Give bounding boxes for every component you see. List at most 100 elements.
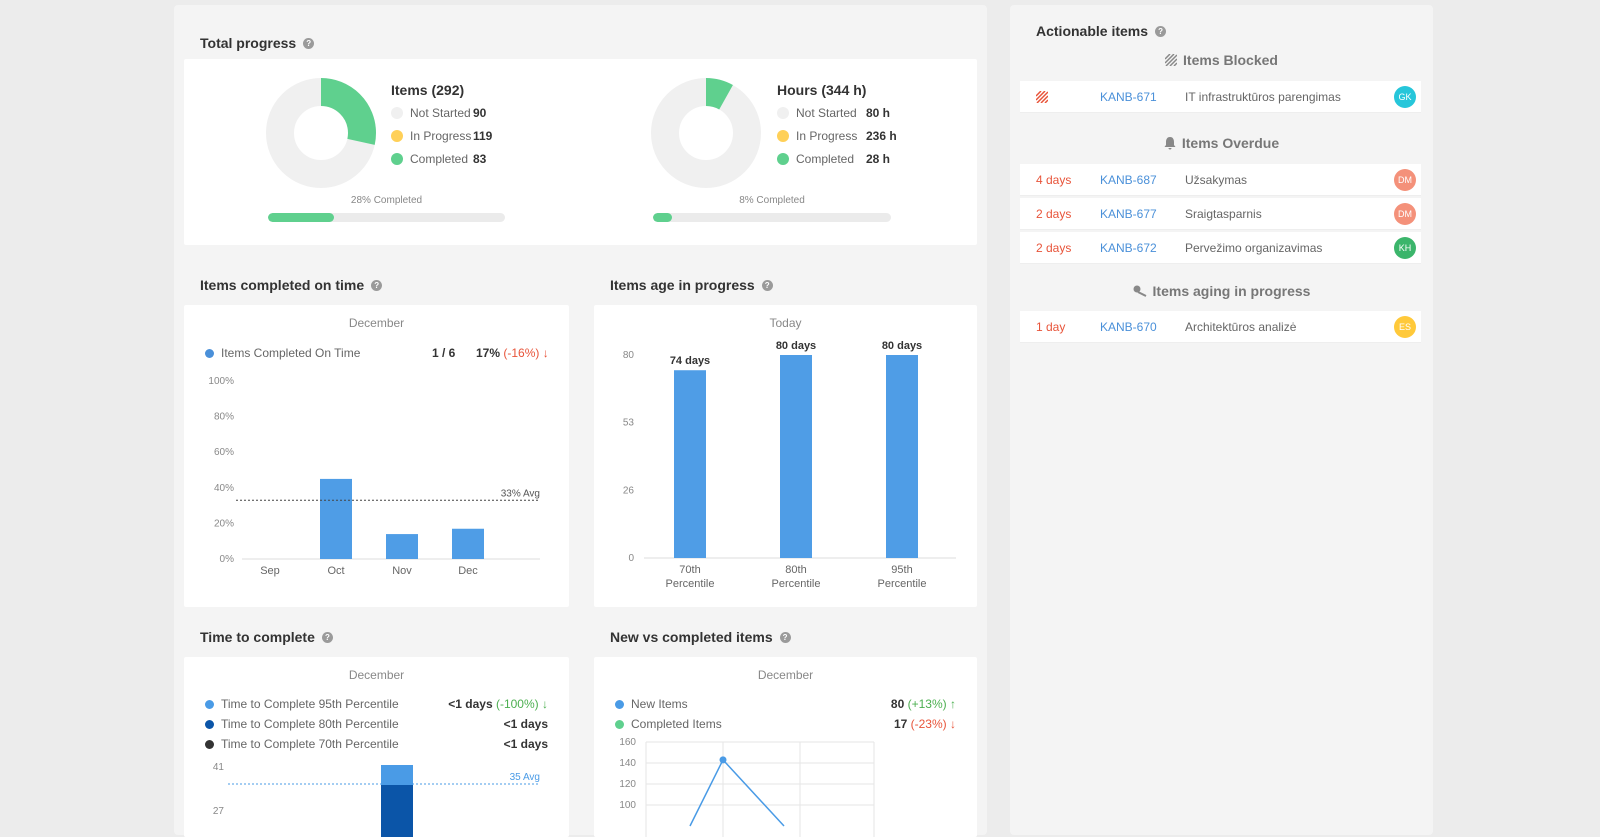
y-tick-label: 160 [619,737,636,748]
y-tick-label: 140 [619,758,636,769]
nvc-legend-new: New Items [615,697,688,711]
avatar[interactable]: DM [1394,202,1416,225]
legend-delta: (-23%) [910,717,947,731]
on-time-pct: 17% [476,346,501,360]
overdue-row[interactable]: 4 days KANB-687 Užsakymas DM [1020,164,1421,196]
legend-value: 119 [473,129,493,143]
blocked-icon [1165,54,1178,66]
actionable-panel: Actionable items ? Items Blocked KANB-67… [1010,5,1433,835]
y-tick-label: 100 [619,800,636,811]
series-dot [205,739,214,749]
aging-row[interactable]: 1 day KANB-670 Architektūros analizė ES [1020,311,1421,343]
completed-dot [391,153,403,165]
ttc-value-95: <1 days (-100%) ↓ [448,697,548,711]
bar [886,355,918,558]
x-tick-label: Percentile [772,578,821,590]
items-completed-label: 28% Completed [350,195,423,206]
help-icon[interactable]: ? [1155,25,1167,37]
nvc-subtitle: December [757,668,814,682]
avatar[interactable]: KH [1394,236,1416,259]
nvc-line-chart: 160 140 120 100 [619,737,875,837]
on-time-bar-chart: 100% 80% 60% 40% 20% 0% Sep Oct Nov Dec 33% Avg [208,376,540,577]
hours-legend-not-started: Not Started 80 h [777,106,890,120]
item-name: IT infrastruktūros parengimas [1185,89,1341,104]
ttc-legend-95: Time to Complete 95th Percentile [205,697,399,711]
on-time-title: Items completed on time [200,277,365,293]
avatar[interactable]: DM [1394,168,1416,191]
on-time-legend: Items Completed On Time [205,346,360,360]
y-tick-label: 80 [623,350,635,361]
item-age: 2 days [1036,206,1072,221]
legend-label: In Progress [410,129,472,143]
avatar[interactable]: GK [1394,85,1416,108]
hours-title: Hours (344 h) [777,82,867,98]
y-tick-label: 20% [214,518,234,529]
data-label: 74 days [670,355,710,367]
avg-label: 33% Avg [501,488,540,499]
arrow-down-icon: ↓ [950,717,956,731]
item-id-link[interactable]: KANB-672 [1100,240,1157,255]
legend-value: <1 days [503,737,548,751]
y-tick-label: 0 [628,553,634,564]
in-progress-dot [391,130,403,142]
help-icon[interactable]: ? [303,37,315,49]
legend-label: In Progress [796,129,858,143]
data-label: 80 days [776,340,816,352]
not-started-dot [391,107,403,119]
items-legend-completed: Completed 83 [391,152,486,166]
ttc-value-70: <1 days [504,737,548,751]
legend-delta: (+13%) [907,697,947,711]
on-time-subtitle: December [348,316,405,330]
y-tick-label: 80% [214,412,234,423]
items-donut-completed [266,78,376,188]
actionable-heading: Actionable items ? [1036,23,1167,39]
item-id-link[interactable]: KANB-677 [1100,206,1157,221]
x-tick-label: Nov [392,565,412,577]
blocked-row[interactable]: KANB-671 IT infrastruktūros parengimas G… [1020,81,1421,113]
x-tick-label: Percentile [878,578,927,590]
y-tick-label: 26 [623,485,635,496]
series-dot [205,699,214,709]
avg-label: 35 Avg [510,772,540,783]
legend-value: 83 [473,152,487,166]
item-age: 2 days [1036,240,1072,255]
nvc-heading: New vs completed items ? [610,629,791,645]
arrow-down-icon: ↓ [542,697,548,711]
avatar[interactable]: ES [1394,315,1416,338]
items-title: Items (292) [391,82,465,98]
help-icon[interactable]: ? [371,279,383,291]
series-dot [615,699,624,709]
age-bar-chart: 80 53 26 0 74 days 70th Percentile 80 days 80th P… [623,340,956,590]
hours-donut-completed [651,78,761,188]
legend-value: <1 days [503,717,548,731]
legend-label: Time to Complete 70th Percentile [221,737,399,751]
item-id-link[interactable]: KANB-687 [1100,172,1157,187]
help-icon[interactable]: ? [761,279,773,291]
y-tick-label: 41 [213,762,225,773]
help-icon[interactable]: ? [321,631,333,643]
legend-label: Not Started [796,106,857,120]
bar [452,528,484,559]
bar [780,355,812,558]
dashboard-panel: Total progress ? Items (292) Not Started… [174,5,987,837]
age-card: Today 80 53 26 0 74 days 70th Percentile 80 day… [594,305,977,607]
data-label: 80 days [882,340,922,352]
y-tick-label: 53 [623,418,635,429]
x-tick-label: 80th [785,564,806,576]
y-tick-label: 27 [213,806,225,817]
legend-label: Completed Items [631,717,722,731]
overdue-row[interactable]: 2 days KANB-672 Pervežimo organizavimas … [1020,232,1421,264]
y-tick-label: 40% [214,483,234,494]
overdue-row[interactable]: 2 days KANB-677 Sraigtasparnis DM [1020,198,1421,230]
item-id-link[interactable]: KANB-671 [1100,89,1157,104]
ttc-title: Time to complete [200,629,315,645]
total-progress-title: Total progress [200,35,297,51]
actionable-title: Actionable items [1036,23,1149,39]
help-icon[interactable]: ? [779,631,791,643]
x-tick-label: 95th [891,564,912,576]
arrow-down-icon: ↓ [542,346,549,360]
bar [320,478,352,559]
item-id-link[interactable]: KANB-670 [1100,319,1157,334]
ttc-card: December Time to Complete 95th Percentil… [184,657,569,837]
age-title: Items age in progress [610,277,755,293]
